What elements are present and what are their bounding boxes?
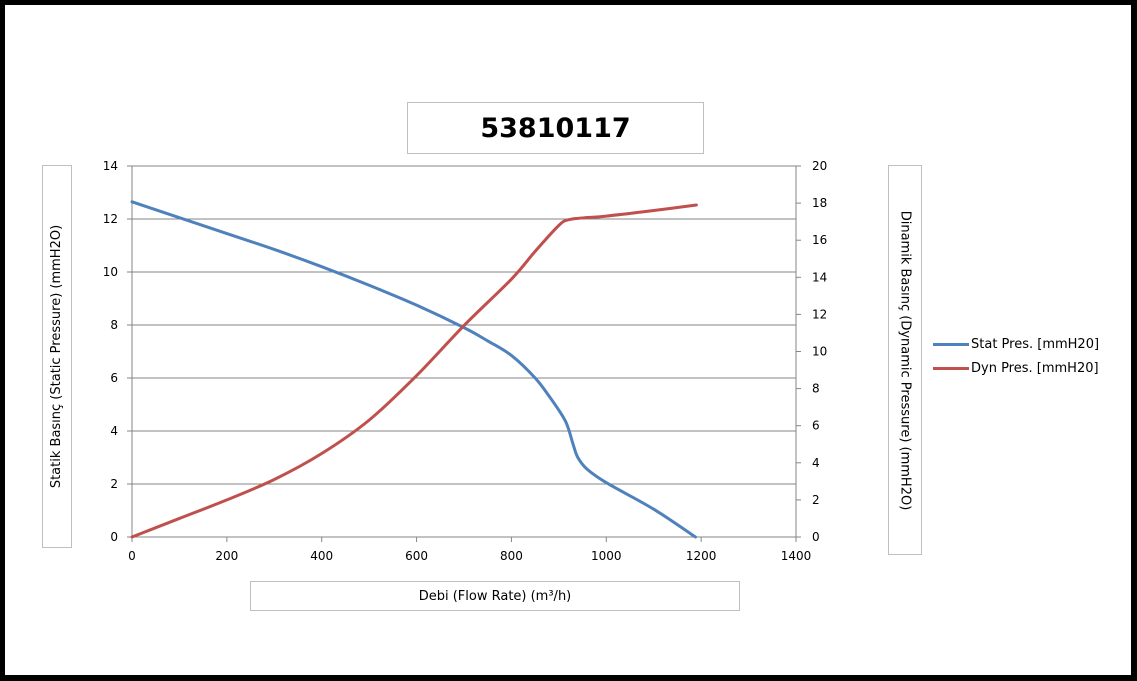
x-tick-label-1200: 1200 [686, 549, 717, 563]
y2-tick-label-8: 8 [812, 382, 820, 396]
y2-tick-label-6: 6 [812, 419, 820, 433]
y2-tick-label-12: 12 [812, 307, 827, 321]
y2-tick-label-20: 20 [812, 159, 827, 173]
y-tick-label-8: 8 [110, 318, 118, 332]
x-tick-label-800: 800 [500, 549, 523, 563]
x-tick-label-200: 200 [215, 549, 238, 563]
y2-axis-label: Dinamik Basınç (Dynamic Pressure) (mmH2O… [897, 210, 913, 510]
y-axis-label: Statik Basınç (Static Pressure) (mmH2O) [49, 224, 65, 489]
y2-tick-label-2: 2 [812, 493, 820, 507]
x-tick-label-600: 600 [405, 549, 428, 563]
y-tick-label-6: 6 [110, 371, 118, 385]
x-tick-label-400: 400 [310, 549, 333, 563]
tick-labels: 0 200 400 600 800 1000 1200 1400024681012140246… [103, 159, 828, 563]
x-tick-label-1400: 1400 [781, 549, 812, 563]
y-tick-label-0: 0 [110, 530, 118, 544]
chart-title: 53810117 [480, 112, 631, 144]
legend-label-stat: Stat Pres. [mmH20] [971, 336, 1100, 352]
legend-swatch-dyn [933, 366, 969, 370]
y2-tick-label-0: 0 [812, 530, 820, 544]
legend-label-dyn: Dyn Pres. [mmH20] [971, 360, 1099, 376]
chart-title-box: 53810117 [407, 102, 704, 154]
x-tick-label-1000: 1000 [591, 549, 622, 563]
x-axis-label: Debi (Flow Rate) (m³/h) [418, 588, 572, 604]
y-tick-label-10: 10 [103, 265, 118, 279]
x-axis-label-box: Debi (Flow Rate) (m³/h) [250, 581, 740, 611]
axes [127, 165, 801, 542]
y-tick-label-12: 12 [103, 212, 118, 226]
legend-item-dyn: Dyn Pres. [mmH20] [933, 356, 1099, 380]
y-tick-label-14: 14 [103, 159, 118, 173]
y-axis-label-box: Statik Basınç (Static Pressure) (mmH2O) [42, 165, 72, 548]
x-tick-label-0: 0 [128, 549, 136, 563]
series-lines [130, 200, 698, 539]
y2-tick-label-10: 10 [812, 345, 827, 359]
y2-axis-label-box: Dinamik Basınç (Dynamic Pressure) (mmH2O… [888, 165, 922, 555]
y-tick-label-4: 4 [110, 424, 118, 438]
y-tick-label-2: 2 [110, 477, 118, 491]
series-line-stat-pres [130, 200, 697, 539]
y2-tick-label-4: 4 [812, 456, 820, 470]
y2-tick-label-18: 18 [812, 196, 827, 210]
legend-item-stat: Stat Pres. [mmH20] [933, 332, 1099, 356]
y2-tick-label-14: 14 [812, 270, 827, 284]
legend-swatch-stat [933, 342, 969, 346]
series-line-dyn-pres [130, 203, 698, 539]
y2-tick-label-16: 16 [812, 233, 827, 247]
gridlines [132, 165, 796, 485]
legend: Stat Pres. [mmH20] Dyn Pres. [mmH20] [933, 332, 1099, 380]
